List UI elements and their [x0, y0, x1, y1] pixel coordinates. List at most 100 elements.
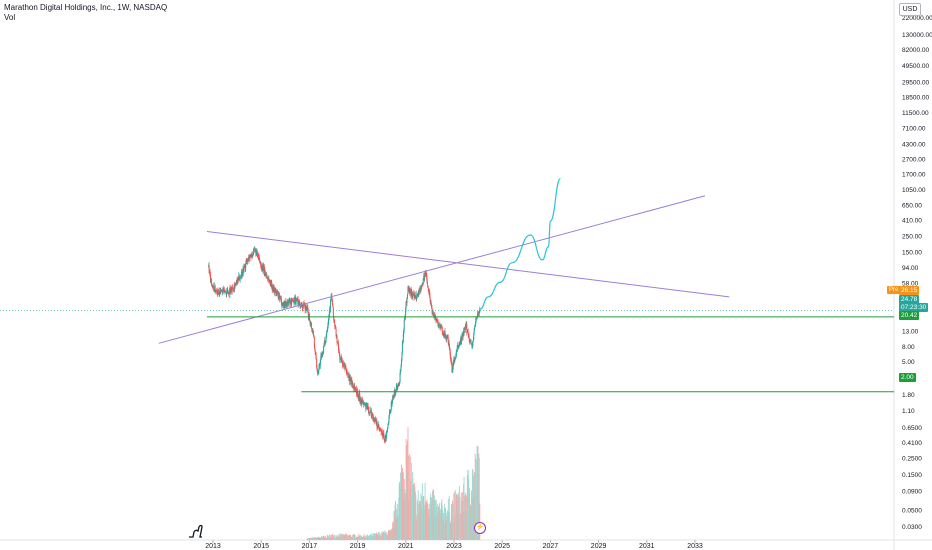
- candle-body: [314, 346, 316, 350]
- candle-body: [260, 261, 262, 265]
- volume-bar: [340, 533, 342, 540]
- candle-body: [458, 342, 460, 346]
- currency-button[interactable]: USD: [899, 3, 921, 16]
- candle-body: [331, 299, 333, 305]
- candle-body: [323, 343, 325, 347]
- candle-body: [322, 352, 324, 354]
- volume-bar: [412, 472, 414, 540]
- candle-body: [450, 355, 452, 360]
- candle-body: [319, 359, 321, 366]
- candle-body: [434, 314, 436, 317]
- volume-bar: [446, 512, 448, 540]
- candle-body: [315, 354, 317, 356]
- symbol-title[interactable]: Marathon Digital Holdings, Inc., 1W, NAS…: [4, 3, 168, 12]
- candle-body: [229, 287, 231, 295]
- candle-body: [280, 297, 282, 299]
- candle-body: [329, 308, 331, 315]
- volume-bar: [433, 495, 435, 540]
- volume-bar: [389, 530, 391, 540]
- candle-body: [476, 317, 478, 319]
- price-tick-label: 0.4100: [902, 440, 922, 447]
- candle-body: [422, 278, 424, 285]
- volume-bar: [388, 529, 390, 540]
- candle-body: [345, 366, 347, 369]
- candle-body: [351, 379, 353, 383]
- volume-bar: [354, 534, 356, 540]
- volume-bar: [445, 522, 447, 540]
- price-tick-label: 7100.00: [902, 126, 926, 133]
- price-tick-label: 2700.00: [902, 157, 926, 164]
- time-tick-label: 2027: [543, 543, 559, 550]
- volume-bar: [351, 536, 353, 540]
- candle-body: [474, 324, 476, 328]
- candle-body: [306, 306, 308, 311]
- volume-bar: [344, 536, 346, 540]
- volume-bar: [310, 538, 312, 540]
- candle-body: [328, 314, 330, 319]
- volume-bar: [306, 539, 308, 540]
- volume-bar: [381, 531, 383, 540]
- candle-body: [368, 407, 370, 414]
- candle-body: [246, 261, 248, 262]
- volume-bar: [317, 537, 319, 540]
- candle-body: [381, 430, 383, 433]
- candle-body: [239, 276, 241, 280]
- candle-body: [285, 305, 287, 307]
- candle-body: [333, 321, 335, 323]
- candle-body: [398, 383, 400, 385]
- volume-bar: [381, 535, 383, 540]
- volume-bar: [465, 512, 467, 540]
- volume-bar: [448, 495, 450, 540]
- volume-bar: [382, 535, 383, 540]
- candle-body: [394, 392, 396, 394]
- volume-bar: [469, 488, 471, 540]
- tradingview-logo-icon[interactable]: [188, 524, 204, 538]
- volume-bar: [328, 537, 330, 540]
- candle-body: [339, 358, 341, 360]
- candle-body: [405, 308, 407, 316]
- lightning-icon[interactable]: ⚡: [474, 522, 486, 534]
- volume-bar: [416, 501, 418, 540]
- candle-body: [215, 291, 217, 292]
- volume-bar: [466, 494, 468, 540]
- candle-body: [315, 354, 317, 360]
- volume-bar: [418, 503, 420, 540]
- volume-bar: [386, 534, 388, 540]
- candle-body: [249, 254, 251, 257]
- volume-bar: [375, 532, 377, 540]
- candle-body: [393, 394, 395, 398]
- candle-body: [229, 287, 231, 289]
- candle-body: [262, 266, 264, 272]
- volume-bar: [349, 534, 351, 540]
- volume-bar: [315, 537, 317, 540]
- volume-bar: [350, 534, 351, 540]
- volume-indicator-label[interactable]: Vol: [4, 13, 16, 22]
- volume-bar: [395, 519, 397, 540]
- volume-bar: [404, 493, 406, 540]
- candle-body: [451, 370, 453, 373]
- volume-bar: [369, 535, 370, 540]
- price-tick-label: 0.6500: [902, 425, 922, 432]
- candle-body: [237, 278, 239, 280]
- candle-body: [404, 315, 406, 321]
- candle-body: [337, 342, 339, 344]
- candle-body: [403, 329, 405, 335]
- candle-body: [343, 363, 345, 366]
- volume-bar: [379, 536, 381, 540]
- candle-body: [259, 258, 261, 263]
- candle-body: [373, 417, 375, 420]
- candle-body: [434, 316, 436, 319]
- candle-body: [379, 428, 381, 431]
- volume-bar: [342, 536, 344, 540]
- candle-body: [306, 306, 308, 308]
- volume-bar: [444, 522, 446, 540]
- candle-body: [291, 298, 293, 301]
- candle-body: [287, 300, 289, 306]
- volume-bar: [376, 535, 378, 540]
- candle-body: [240, 275, 242, 277]
- volume-bar: [462, 492, 464, 540]
- volume-bar: [384, 530, 386, 540]
- volume-bar: [395, 508, 397, 540]
